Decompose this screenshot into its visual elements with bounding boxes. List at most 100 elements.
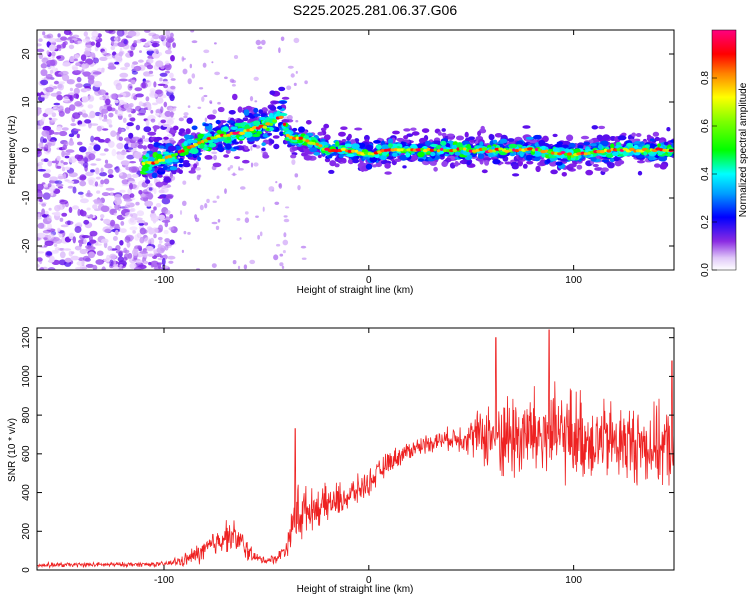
noise-cell xyxy=(124,236,131,243)
noise-cell xyxy=(153,233,157,239)
noise-cell xyxy=(163,229,169,235)
ridge-cell xyxy=(526,160,534,165)
ridge-cell xyxy=(145,179,151,184)
ridge-cell xyxy=(392,130,400,135)
ridge-core-cell xyxy=(340,147,347,151)
ridge-cell xyxy=(617,135,627,141)
noise-cell xyxy=(278,47,281,54)
noise-cell xyxy=(83,219,90,225)
ridge-cell xyxy=(206,114,216,120)
ridge-core-cell xyxy=(174,152,178,156)
noise-cell xyxy=(58,81,65,85)
ridge-cell xyxy=(269,105,277,111)
ridge-cell xyxy=(417,158,425,162)
noise-cell xyxy=(172,42,177,48)
ridge-cell xyxy=(622,151,629,157)
noise-cell xyxy=(43,148,49,151)
noise-cell xyxy=(187,105,191,108)
spectrogram-x-tick-label: -100 xyxy=(154,275,174,286)
ridge-cell xyxy=(215,119,221,125)
noise-cell xyxy=(76,76,82,83)
noise-cell xyxy=(178,117,184,122)
ridge-cell xyxy=(402,165,407,169)
ridge-cell xyxy=(637,170,643,176)
noise-cell xyxy=(60,224,69,228)
ridge-core-cell xyxy=(540,150,547,154)
noise-cell xyxy=(42,192,51,200)
ridge-core-cell xyxy=(583,152,589,156)
ridge-cell xyxy=(237,106,243,113)
noise-cell xyxy=(127,180,137,185)
ridge-cell xyxy=(649,143,656,149)
noise-cell xyxy=(130,143,136,148)
noise-cell xyxy=(126,122,134,127)
ridge-cell xyxy=(384,171,392,175)
ridge-core-cell xyxy=(463,147,467,151)
noise-cell xyxy=(244,217,250,223)
noise-cell xyxy=(81,95,89,103)
spectrogram-y-tick-label: 20 xyxy=(21,48,32,60)
noise-cell xyxy=(165,30,171,37)
ridge-cell xyxy=(568,163,577,168)
noise-cell xyxy=(104,159,109,164)
noise-cell xyxy=(75,83,83,88)
noise-cell xyxy=(157,83,166,87)
noise-cell xyxy=(94,181,99,187)
noise-cell xyxy=(95,259,104,265)
colorbar-tick-label: 0.2 xyxy=(700,215,711,229)
noise-cell xyxy=(159,240,163,244)
ridge-cell xyxy=(233,156,241,160)
ridge-cell xyxy=(204,155,213,160)
noise-cell xyxy=(39,266,44,270)
ridge-cell xyxy=(292,127,298,132)
ridge-cell xyxy=(380,154,387,161)
ridge-core-cell xyxy=(440,147,444,151)
ridge-cell xyxy=(290,154,297,159)
ridge-core-cell xyxy=(531,148,536,152)
noise-cell xyxy=(199,87,204,90)
ridge-cell xyxy=(267,132,273,136)
noise-cell xyxy=(50,189,54,196)
noise-cell xyxy=(83,31,89,37)
noise-cell xyxy=(123,103,133,110)
noise-cell xyxy=(37,216,42,220)
ridge-cell xyxy=(618,160,625,165)
noise-cell xyxy=(143,80,150,83)
noise-cell xyxy=(61,127,69,131)
noise-cell xyxy=(68,133,75,138)
ridge-cell xyxy=(484,160,490,166)
ridge-core-cell xyxy=(238,131,245,135)
colorbar: 0.0 0.2 0.4 0.6 0.8 Normalized spectral ampl… xyxy=(700,29,749,277)
ridge-cell xyxy=(631,132,636,138)
ridge-cell xyxy=(145,153,150,158)
noise-cell xyxy=(93,80,102,88)
noise-cell xyxy=(106,106,113,112)
noise-cell xyxy=(55,74,62,77)
ridge-cell xyxy=(329,160,337,167)
noise-cell xyxy=(123,256,128,262)
noise-cell xyxy=(202,62,207,68)
ridge-cell xyxy=(441,161,448,167)
ridge-core-cell xyxy=(171,153,175,157)
noise-cell xyxy=(195,161,199,165)
noise-cell xyxy=(287,115,293,120)
noise-cell xyxy=(128,113,132,118)
spectrogram-x-tick-label: 100 xyxy=(565,275,582,286)
noise-cell xyxy=(57,227,61,233)
noise-cell xyxy=(88,153,96,161)
noise-cell xyxy=(110,40,115,46)
noise-cell xyxy=(74,154,81,159)
noise-cell xyxy=(170,78,176,81)
ridge-cell xyxy=(387,143,393,148)
noise-cell xyxy=(170,175,176,181)
noise-cell xyxy=(293,82,297,86)
noise-cell xyxy=(123,39,128,45)
noise-cell xyxy=(294,173,299,178)
spectrogram-y-label: Frequency (Hz) xyxy=(7,116,18,185)
noise-cell xyxy=(182,57,186,61)
ridge-cell xyxy=(354,127,363,131)
noise-cell xyxy=(53,80,60,85)
ridge-cell xyxy=(594,167,603,171)
noise-cell xyxy=(63,248,72,251)
snr-frame xyxy=(36,327,675,571)
